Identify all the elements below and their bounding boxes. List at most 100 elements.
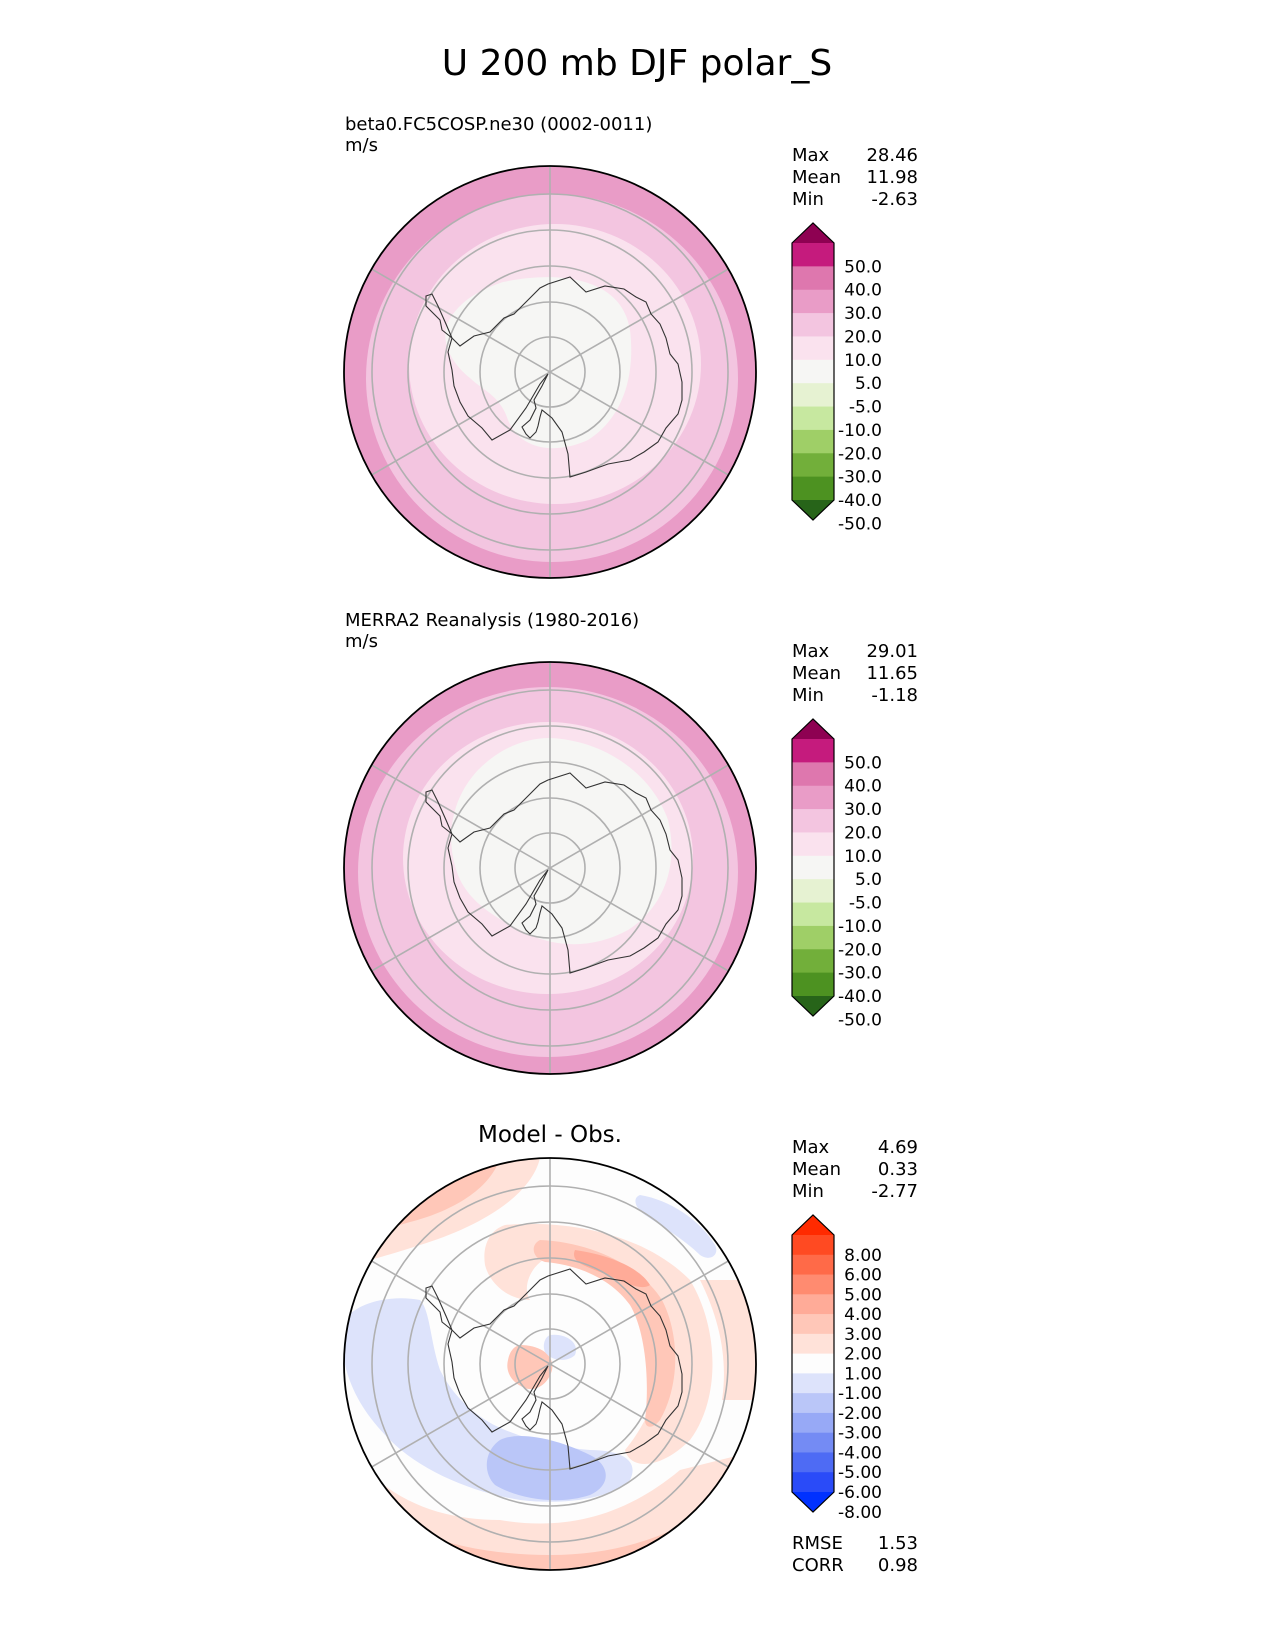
colorbar-extend-max [792,1215,834,1235]
colorbar-segment [792,1452,834,1473]
panel-subtitle: MERRA2 Reanalysis (1980-2016) [345,610,639,631]
colorbar-extend-max [792,223,834,243]
colorbar-segment [792,289,834,314]
graticule [371,662,729,1074]
colorbar-outline [791,1214,835,1513]
stats-block-bottom: RMSE 1.53 CORR 0.98 [792,1533,918,1576]
colorbar-segment [792,925,834,950]
colorbar-tick-label: 8.00 [844,1246,882,1266]
panel-units: m/s [345,135,378,156]
colorbar-segment [792,739,834,763]
colorbar-extend-min [792,996,834,1016]
colorbar-tick-label: -30.0 [838,964,882,984]
stat-value: -2.63 [871,189,918,210]
colorbar-tick-label: -8.00 [838,1503,882,1523]
colorbar-tick-label: 40.0 [844,281,882,301]
colorbar-tick-label: -20.0 [838,940,882,960]
colorbar: 50.0 40.0 30.0 20.0 10.0 5.0 -5.0 -10.0 -20.0 -30… [791,222,882,534]
stat-value: -2.77 [871,1181,918,1202]
colorbar-segment [792,1393,834,1414]
contour-band-neg-east [635,1195,717,1258]
colorbar-tick-label: 20.0 [844,327,882,347]
colorbar-segment [792,809,834,833]
colorbar-segment [792,1472,834,1493]
colorbar-segment [792,1333,834,1355]
colorbar-tick-label: 6.00 [844,1266,882,1286]
colorbar-extend-min [792,1492,834,1512]
colorbar-segment [792,1254,834,1276]
graticule [371,166,729,578]
colorbar-tick-label: -40.0 [838,987,882,1007]
colorbar-tick-label: -10.0 [838,917,882,937]
colorbar: 8.006.005.004.003.002.001.00-1.00-2.00-3… [791,1214,882,1523]
stat-label: Max [792,145,830,166]
figure-title: U 200 mb DJF polar_S [442,43,832,84]
colorbar: 50.0 40.0 30.0 20.0 10.0 5.0 -5.0 -10.0 -20.0 -30… [791,718,882,1030]
colorbar-segment [792,336,834,361]
colorbar-segment [792,1373,834,1394]
stat-label: RMSE [792,1533,843,1554]
colorbar-tick-label: -5.0 [849,398,882,418]
stat-value: 4.69 [878,1137,918,1158]
stats-block: Max 4.69 Mean 0.33 Min -2.77 [792,1137,918,1202]
colorbar-tick-label: -50.0 [838,514,882,534]
panel-difference: Model - Obs. [343,1122,918,1576]
colorbar-segment [792,855,834,880]
colorbar-tick-label: -50.0 [838,1010,882,1030]
colorbar-tick-label: 30.0 [844,304,882,324]
colorbar-tick-label: 5.0 [855,374,882,394]
stat-label: Mean [792,167,841,188]
stat-label: CORR [792,1555,844,1576]
colorbar-segment [792,949,834,974]
colorbar-tick-label: 2.00 [844,1345,882,1365]
stats-block: Max 29.01 Mean 11.65 Min -1.18 [792,641,918,706]
colorbar-tick-label: 30.0 [844,800,882,820]
panel-obs: MERRA2 Reanalysis (1980-2016) m/s Max 29… [343,610,918,1075]
stat-label: Min [792,685,824,706]
colorbar-segment [792,359,834,384]
colorbar-tick-label: 40.0 [844,777,882,797]
colorbar-tick-label: 3.00 [844,1325,882,1345]
stat-value: 1.53 [878,1533,918,1554]
colorbar-tick-label: -40.0 [838,491,882,511]
stat-value: 29.01 [866,641,918,662]
panel-model: beta0.FC5COSP.ne30 (0002-0011) m/s Max 2… [343,114,918,579]
contour-band-neg-ross [486,1435,606,1501]
stat-label: Mean [792,663,841,684]
colorbar-tick-label: -30.0 [838,468,882,488]
colorbar-segment [792,1353,834,1374]
contour-band-minus5-5 [445,277,632,449]
colorbar-segment [792,243,834,267]
stat-label: Max [792,641,830,662]
colorbar-tick-label: -4.00 [838,1443,882,1463]
colorbar-tick-label: -1.00 [838,1384,882,1404]
panel-units: m/s [345,631,378,652]
map-boundary [343,661,757,1075]
colorbar-tick-label: 10.0 [844,351,882,371]
colorbar-tick-label: 1.00 [844,1364,882,1384]
polar-map [344,166,756,578]
colorbar-segment [792,902,834,927]
contour-band-pos-edge-e [700,1280,756,1400]
panel-subtitle: beta0.FC5COSP.ne30 (0002-0011) [345,114,652,135]
map-boundary [343,165,757,579]
graticule [371,1158,729,1570]
colorbar-extend-max [792,719,834,739]
colorbar-segment [792,476,834,501]
stat-label: Min [792,189,824,210]
colorbar-segment [792,1314,834,1335]
colorbar-segment [792,429,834,454]
colorbar-extend-min [792,500,834,520]
colorbar-tick-label: 50.0 [844,257,882,277]
colorbar-tick-label: 20.0 [844,823,882,843]
colorbar-segment [792,1235,834,1256]
colorbar-segment [792,832,834,857]
stats-block: Max 28.46 Mean 11.98 Min -2.63 [792,145,918,210]
colorbar-tick-label: -3.00 [838,1424,882,1444]
colorbar-segment [792,1274,834,1295]
stat-value: 11.65 [866,663,918,684]
stat-value: -1.18 [871,685,918,706]
colorbar-segment [792,1412,834,1434]
stat-value: 0.98 [878,1555,918,1576]
